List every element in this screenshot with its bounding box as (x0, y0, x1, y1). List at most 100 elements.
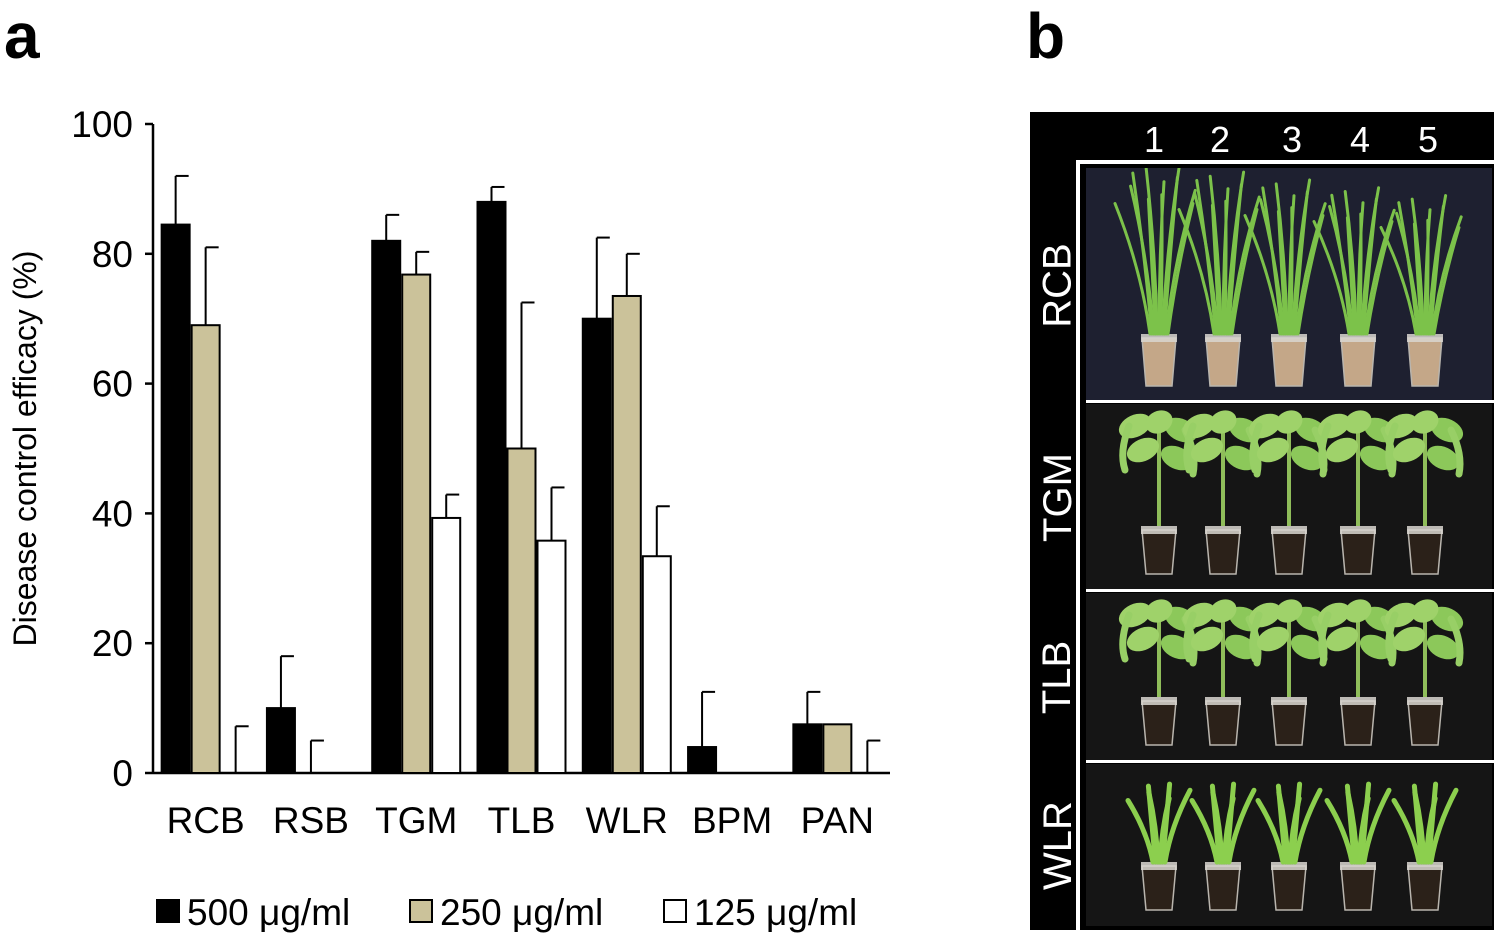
leaf (1292, 190, 1309, 336)
leaf (1145, 599, 1173, 623)
leaf (1426, 634, 1460, 660)
legend-label: 500 μg/ml (187, 892, 350, 933)
plant-photo-wlr (1086, 764, 1492, 926)
legend-swatch (409, 899, 433, 923)
leaf (1395, 211, 1422, 336)
bar-pan-series-1 (792, 723, 823, 775)
leaf (1365, 220, 1394, 336)
plant-photo-tgm (1086, 404, 1492, 590)
row-label-text: TLB (1035, 640, 1080, 714)
leaf (1379, 226, 1418, 336)
bar-rsb-series-1 (265, 707, 296, 774)
leaf (1359, 634, 1393, 660)
leaf (1412, 222, 1423, 336)
leaf (1162, 787, 1193, 865)
bar-wlr-series-3 (641, 555, 672, 775)
leaf (1312, 220, 1351, 336)
leaf (1210, 789, 1225, 865)
leaf (1428, 204, 1445, 336)
pot (1271, 337, 1307, 387)
leaf (1126, 626, 1160, 652)
row-label-tgm: TGM (1030, 404, 1086, 590)
leaf (1428, 787, 1459, 865)
leaf (1292, 787, 1323, 865)
bar-chart: 0 20 40 60 80 100 Disease control efficacy (%)… (7, 104, 890, 933)
bar-tgm-series-2 (401, 273, 432, 774)
leaf (1392, 626, 1426, 652)
leaf (1243, 214, 1282, 336)
x-tick-label: PAN (801, 800, 874, 841)
leaf (1129, 184, 1156, 336)
leaf (1328, 205, 1355, 336)
leaf (1325, 626, 1359, 652)
plant-photo-panel: 1 2 3 4 5 RCB TGM TLB WLR (1030, 112, 1494, 930)
pot (1340, 700, 1376, 746)
pot (1407, 865, 1443, 911)
x-tick-label: BPM (692, 800, 772, 841)
leaf (1392, 437, 1426, 463)
plants (1118, 599, 1464, 746)
leaf (1425, 218, 1430, 336)
column-number: 3 (1281, 119, 1303, 160)
bar-wlr-series-1 (581, 317, 612, 774)
leaf (1162, 175, 1179, 336)
pot (1407, 700, 1443, 746)
leaf (1193, 191, 1220, 336)
leaf (1361, 197, 1378, 336)
leaf (1324, 798, 1355, 865)
pot (1141, 337, 1177, 387)
pot (1205, 700, 1241, 746)
leaf (1224, 445, 1258, 471)
x-tick-label: TGM (375, 800, 457, 841)
leaf (1430, 215, 1463, 336)
pot (1141, 865, 1177, 911)
leaf (1159, 193, 1164, 336)
bar-rcb-series-1 (160, 223, 191, 775)
leaf (1275, 599, 1303, 623)
leaf (1290, 445, 1324, 471)
leaf (1276, 210, 1287, 336)
legend-swatch (156, 899, 180, 923)
pot (1271, 529, 1307, 575)
pot (1340, 337, 1376, 387)
plant-photo-rcb (1086, 168, 1492, 402)
label-separator (1076, 160, 1080, 930)
y-tick-label: 0 (112, 753, 133, 794)
column-number: 4 (1349, 119, 1371, 160)
column-number: 1 (1143, 119, 1165, 160)
leaf (1146, 789, 1161, 865)
leaf (1275, 410, 1303, 434)
leaf (1345, 789, 1360, 865)
leaf (1410, 197, 1425, 336)
leaf (1289, 206, 1294, 336)
pot (1205, 865, 1241, 911)
bar-tlb-series-3 (536, 539, 567, 775)
bar-rcb-series-2 (190, 324, 221, 774)
row-label-wlr: WLR (1030, 764, 1086, 926)
leaf (1255, 798, 1286, 865)
legend-label: 250 μg/ml (440, 892, 603, 933)
row-label-text: WLR (1035, 800, 1080, 890)
leaf (1361, 787, 1392, 865)
panel-label-a: a (4, 0, 40, 72)
leaf (1294, 202, 1327, 336)
leaf (1145, 410, 1173, 434)
leaf (1224, 781, 1237, 865)
bar-tgm-series-1 (371, 239, 402, 774)
leaf (1224, 634, 1258, 660)
x-tick-label: RCB (167, 800, 245, 841)
leaf (1426, 781, 1439, 865)
y-tick-label: 80 (92, 234, 133, 275)
leaf (1256, 626, 1290, 652)
leaf (1230, 208, 1259, 336)
row-label-rcb: RCB (1030, 168, 1086, 402)
leaf (1113, 202, 1152, 336)
leaf (1209, 410, 1237, 434)
leaf (1359, 445, 1393, 471)
leaf (1190, 626, 1224, 652)
plants (1113, 168, 1463, 387)
leaf (1391, 798, 1422, 865)
leaf (1177, 208, 1216, 336)
column-number: 2 (1209, 119, 1231, 160)
y-tick-label: 60 (92, 364, 133, 405)
